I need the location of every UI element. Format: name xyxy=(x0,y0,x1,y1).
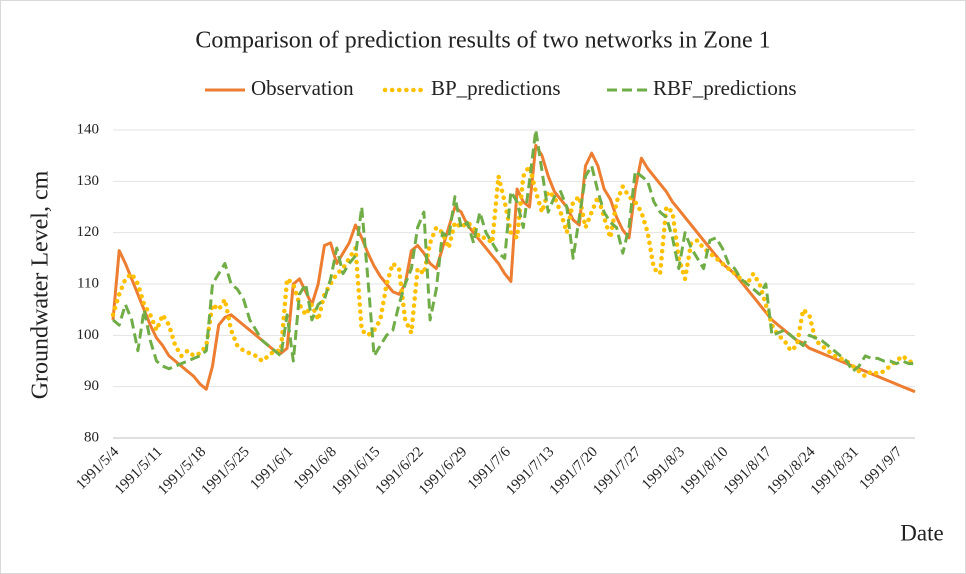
data-line xyxy=(112,128,915,373)
y-tick-label: 100 xyxy=(77,327,100,343)
x-axis-label: Date xyxy=(900,520,943,545)
legend-label: Observation xyxy=(251,76,354,100)
data-line xyxy=(111,143,916,394)
legend-label: RBF_predictions xyxy=(653,76,797,100)
y-tick-label: 140 xyxy=(77,121,100,137)
y-tick-label: 120 xyxy=(77,224,100,240)
chart-title: Comparison of prediction results of two … xyxy=(195,28,770,54)
y-tick-label: 80 xyxy=(84,429,99,445)
y-tick-label: 130 xyxy=(77,173,100,189)
data-line xyxy=(110,163,918,379)
y-axis-label: Groundwater Level, cm xyxy=(28,170,54,399)
y-tick-label: 90 xyxy=(84,378,99,394)
legend-label: BP_predictions xyxy=(431,76,561,100)
y-tick-label: 110 xyxy=(77,275,99,291)
